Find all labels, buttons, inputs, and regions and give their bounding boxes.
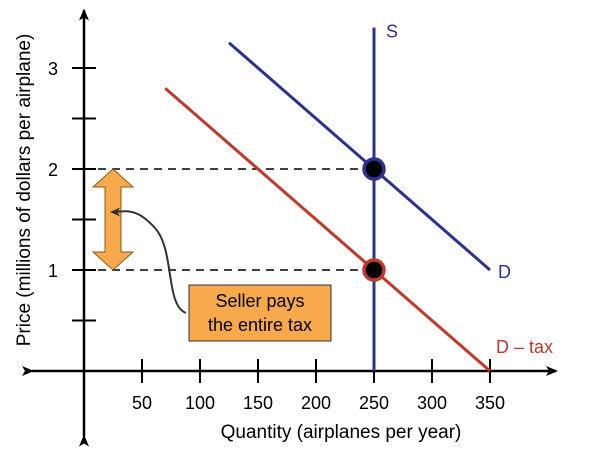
series-label-d: D <box>498 262 511 282</box>
x-tick-label-250: 250 <box>359 393 389 413</box>
y-tick-label-1: 1 <box>48 261 58 281</box>
guide-lines <box>98 168 374 271</box>
x-tick-label-100: 100 <box>185 393 215 413</box>
series-line-d <box>228 41 491 272</box>
series-label-s: S <box>386 22 398 42</box>
y-tick-label-2: 2 <box>48 160 58 180</box>
x-tick-label-50: 50 <box>132 393 152 413</box>
tax-arrow-group <box>91 168 135 271</box>
series-label-dtax: D – tax <box>496 337 553 357</box>
series-lines <box>164 27 491 373</box>
x-tick-label-150: 150 <box>243 393 273 413</box>
x-tick-label-300: 300 <box>417 393 447 413</box>
x-tick-label-200: 200 <box>301 393 331 413</box>
annotation-pointer <box>110 207 187 314</box>
series-line-dtax <box>164 87 491 373</box>
annotation-text-line: the entire tax <box>208 315 312 335</box>
equilibrium-points <box>362 157 386 282</box>
annotation-text-line: Seller pays <box>215 291 304 311</box>
x-axis-title: Quantity (airplanes per year) <box>221 422 462 443</box>
line-labels: S D D – tax <box>386 22 553 357</box>
annotation-box <box>188 284 332 342</box>
equilibrium-point-y1 <box>362 258 386 282</box>
y-axis-title: Price (millions of dollars per airplane) <box>14 34 35 347</box>
ticks: 50 100 150 200 250 300 350 1 2 3 <box>48 59 505 413</box>
annotation-group: Seller pays the entire tax <box>110 207 332 342</box>
x-tick-label-350: 350 <box>475 393 505 413</box>
tax-double-arrow <box>91 168 135 271</box>
y-tick-label-3: 3 <box>48 59 58 79</box>
equilibrium-point-y2 <box>362 157 386 181</box>
axes <box>22 8 558 447</box>
